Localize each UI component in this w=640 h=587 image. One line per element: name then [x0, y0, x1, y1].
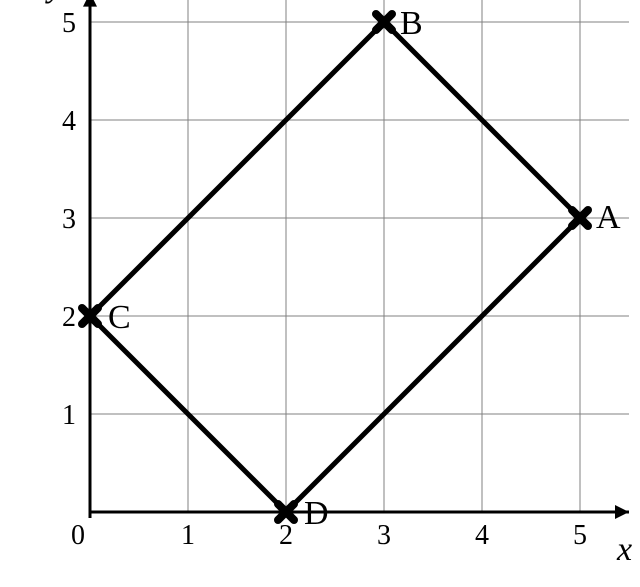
point-marker-a — [572, 210, 588, 226]
y-tick-label: 3 — [62, 204, 76, 235]
points-layer — [82, 14, 588, 520]
x-tick-label: 5 — [573, 520, 587, 551]
point-marker-d — [278, 504, 294, 520]
x-axis-label: x — [616, 531, 632, 568]
tick-labels-layer: 0 1 2 3 4 5 1 2 3 4 5 — [62, 8, 587, 551]
x-tick-label: 3 — [377, 520, 391, 551]
x-tick-label: 4 — [475, 520, 489, 551]
point-labels-layer: A B C D — [108, 5, 621, 532]
axis-labels-layer: yx — [45, 0, 632, 568]
point-label-c: C — [108, 299, 131, 336]
y-tick-label: 4 — [62, 106, 76, 137]
coordinate-chart: 01234512345 ABCD yx — [0, 0, 640, 587]
x-tick-label: 1 — [181, 520, 195, 551]
x-tick-label: 0 — [71, 520, 85, 551]
point-marker-b — [376, 14, 392, 30]
chart-svg: 01234512345 ABCD yx — [0, 0, 640, 587]
y-tick-label: 1 — [62, 400, 76, 431]
x-tick-label: 2 — [279, 520, 293, 551]
point-label-a: A — [596, 199, 621, 236]
point-label-d: D — [304, 495, 329, 532]
y-axis-label: y — [45, 0, 64, 5]
y-tick-label: 5 — [62, 8, 76, 39]
quadrilateral — [90, 22, 580, 512]
point-label-b: B — [400, 5, 423, 42]
point-marker-c — [82, 308, 98, 324]
y-tick-label: 2 — [62, 302, 76, 333]
polygon-layer — [90, 22, 580, 512]
